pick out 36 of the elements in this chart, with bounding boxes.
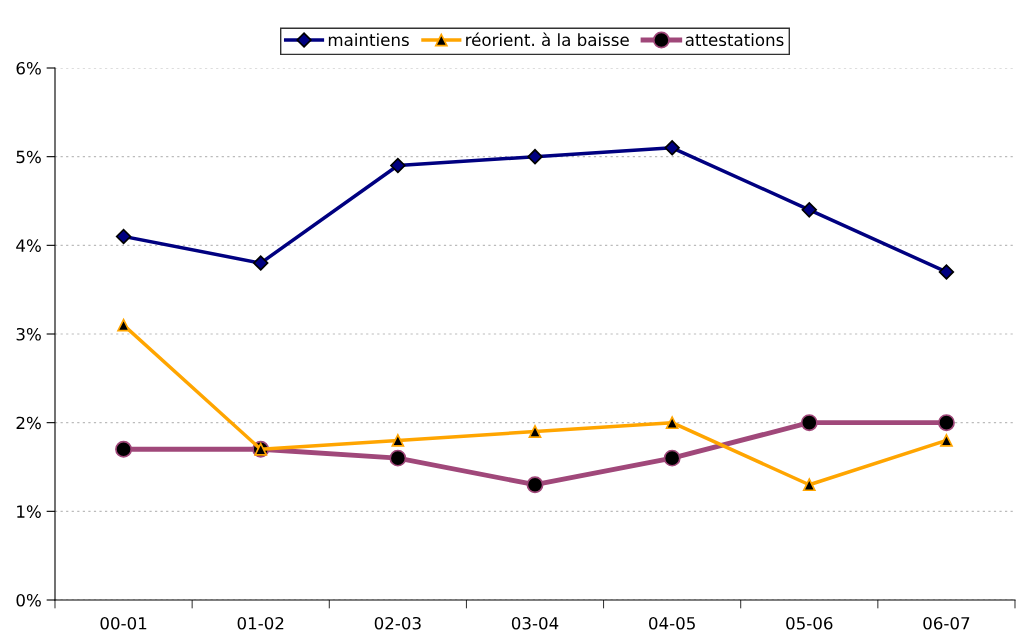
y-tick-label: 2%: [16, 416, 41, 430]
point: [389, 449, 407, 467]
x-tick-label: 03-04: [511, 616, 559, 630]
point: [528, 425, 542, 438]
legend-label: attestations: [685, 33, 784, 47]
y-tick-label: 6%: [16, 61, 41, 75]
point: [117, 318, 130, 332]
point: [938, 264, 955, 280]
x-tick-label: 01-02: [237, 616, 284, 630]
point: [940, 434, 953, 447]
point: [800, 414, 818, 432]
x-tick-label: 02-03: [374, 616, 421, 630]
x-tick-label: 06-07: [923, 616, 970, 630]
point: [390, 157, 406, 174]
y-tick-label: 5%: [16, 150, 41, 164]
point: [665, 416, 679, 430]
y-tick-label: 0%: [16, 593, 41, 607]
point: [527, 148, 543, 165]
legend-label: réorient. à la baisse: [466, 32, 629, 47]
x-tick-label: 05-06: [786, 616, 833, 630]
y-tick-label: 1%: [17, 505, 41, 518]
point: [391, 434, 405, 447]
point: [664, 140, 680, 156]
y-tick-label: 3%: [16, 327, 41, 341]
x-tick-label: 04-05: [649, 616, 695, 630]
point: [802, 478, 816, 492]
y-tick-label: 4%: [16, 239, 41, 252]
point: [801, 202, 817, 218]
legend-label: maintiens: [328, 33, 409, 47]
x-tick-label: 00-01: [100, 616, 147, 630]
point: [253, 255, 269, 271]
point: [663, 449, 681, 467]
point: [115, 440, 133, 458]
point: [115, 228, 132, 245]
point: [937, 414, 955, 432]
point: [526, 476, 544, 494]
